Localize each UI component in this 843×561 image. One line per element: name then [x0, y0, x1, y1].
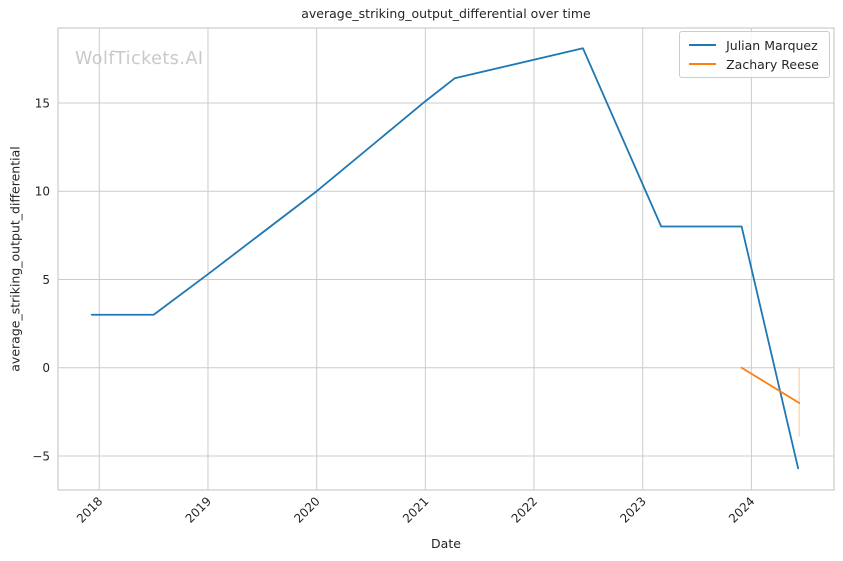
series-line-zachary-reese: [740, 366, 801, 404]
series-line-julian-marquez: [90, 47, 800, 470]
x-tick-label: 2022: [509, 494, 540, 525]
y-tick-label: 0: [42, 361, 50, 375]
legend-label: Zachary Reese: [726, 56, 819, 72]
y-axis-label: average_striking_output_differential: [7, 146, 23, 372]
y-tick-label: 10: [35, 185, 50, 199]
y-tick-label: −5: [32, 449, 50, 463]
legend-entry: Julian Marquez: [689, 37, 819, 53]
legend: Julian Marquez Zachary Reese: [679, 31, 830, 78]
x-tick-label: 2019: [183, 494, 214, 525]
x-tick-label: 2020: [291, 494, 322, 525]
x-tick-label: 2024: [726, 494, 757, 525]
chart-title: average_striking_output_differential ove…: [301, 6, 591, 21]
legend-entry: Zachary Reese: [689, 56, 819, 72]
x-tick-label: 2023: [617, 494, 648, 525]
x-tick-label: 2018: [74, 494, 105, 525]
plot-border: [57, 27, 835, 491]
legend-line-swatch: [689, 63, 717, 65]
x-axis-label: Date: [431, 536, 461, 551]
legend-line-swatch: [689, 44, 717, 46]
x-tick-label: 2021: [400, 494, 431, 525]
legend-label: Julian Marquez: [726, 37, 818, 53]
y-tick-label: 5: [42, 273, 50, 287]
watermark: WolfTickets.AI: [75, 49, 204, 69]
y-tick-label: 15: [35, 97, 50, 111]
